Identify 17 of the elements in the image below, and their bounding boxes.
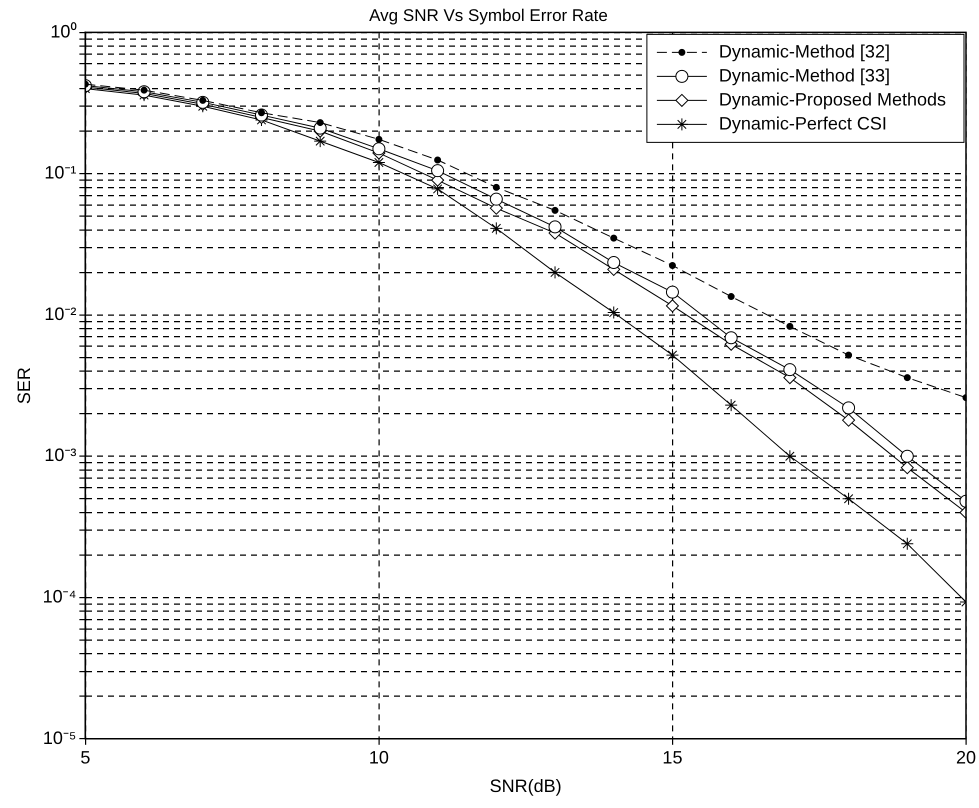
y-tick-label: 10⁻¹ xyxy=(44,162,76,183)
legend-label: Dynamic-Perfect CSI xyxy=(718,113,887,134)
x-axis-title: SNR(dB) xyxy=(490,776,562,796)
legend-label: Dynamic-Proposed Methods xyxy=(718,89,946,110)
x-tick-label: 5 xyxy=(80,748,90,768)
x-tick-label: 20 xyxy=(956,748,976,768)
x-tick-label: 15 xyxy=(662,748,682,768)
y-tick-label: 10⁻³ xyxy=(44,445,76,466)
x-tick-label: 10 xyxy=(368,748,389,768)
chart-title: Avg SNR Vs Symbol Error Rate xyxy=(369,6,608,25)
legend-label: Dynamic-Method [33] xyxy=(718,65,890,86)
legend-label: Dynamic-Method [32] xyxy=(718,41,890,62)
y-tick-label: 10⁻⁴ xyxy=(42,586,76,606)
y-axis-title: SER xyxy=(14,367,34,404)
y-tick-label: 10⁻⁵ xyxy=(42,728,76,748)
y-tick-label: 10⁻² xyxy=(44,304,76,324)
y-tick-label: 10⁰ xyxy=(50,21,76,42)
